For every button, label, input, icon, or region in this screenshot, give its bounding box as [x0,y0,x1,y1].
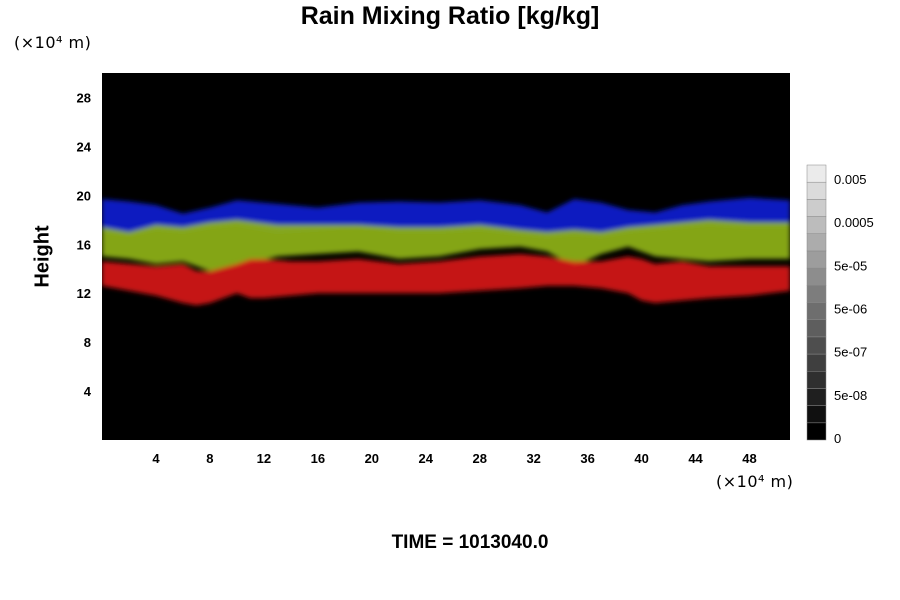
data-bands [102,197,790,306]
x-tick-label: 20 [365,451,379,466]
x-tick-label: 32 [526,451,540,466]
x-tick-label: 8 [206,451,213,466]
y-tick-label: 12 [77,286,91,301]
y-tick-label: 20 [77,188,91,203]
colorbar-tick-label: 5e-05 [834,258,867,273]
x-tick-label: 40 [634,451,648,466]
y-tick-label: 8 [84,335,91,350]
x-tick-label: 36 [580,451,594,466]
x-tick-label: 12 [257,451,271,466]
colorbar-tick-label: 0 [834,431,841,446]
x-tick-label: 48 [742,451,756,466]
y-tick-label: 16 [77,237,91,252]
x-tick-label: 16 [311,451,325,466]
colorbar-step [806,388,827,406]
data-band-3 [102,254,790,306]
colorbar-step [806,199,827,217]
colorbar-step [806,405,827,424]
x-tick-label: 24 [419,451,434,466]
colorbar-step [806,302,827,320]
x-tick-label: 4 [152,451,160,466]
time-label: TIME = 1013040.0 [391,532,549,553]
y-axis-ticks: 4 8 12 16 20 24 28 [77,90,92,399]
colorbar-step [806,233,827,252]
colorbar-tick-label: 0.0005 [834,215,874,230]
y-tick-label: 4 [84,384,92,399]
colorbar-step [806,319,827,338]
colorbar-tick-label: 5e-07 [834,345,867,360]
colorbar-tick-label: 0.005 [834,172,867,187]
colorbar-step [806,422,827,441]
colorbar-step [806,267,827,286]
colorbar-tick-label: 5e-06 [834,302,867,317]
colorbar-step [806,371,827,389]
colorbar-step [806,181,827,200]
x-tick-label: 28 [472,451,486,466]
x-axis-unit: (×10⁴ m) [716,472,794,491]
colorbar-step [806,336,827,355]
y-axis-unit: (×10⁴ m) [14,33,92,52]
y-tick-label: 24 [77,139,92,154]
colorbar-step [806,216,827,234]
colorbar: 0.005 0.0005 5e-05 5e-06 5e-07 5e-08 0 [806,164,874,446]
colorbar-step [806,285,827,303]
y-tick-label: 28 [77,90,91,105]
x-tick-label: 44 [688,451,703,466]
chart-title: Rain Mixing Ratio [kg/kg] [300,2,600,30]
x-axis-ticks: 4 8 12 16 20 24 28 32 36 40 44 48 [152,451,756,466]
colorbar-step [806,164,827,183]
colorbar-step [806,353,827,372]
colorbar-step [806,250,827,269]
data-band-2 [102,219,790,272]
colorbar-tick-label: 5e-08 [834,388,867,403]
